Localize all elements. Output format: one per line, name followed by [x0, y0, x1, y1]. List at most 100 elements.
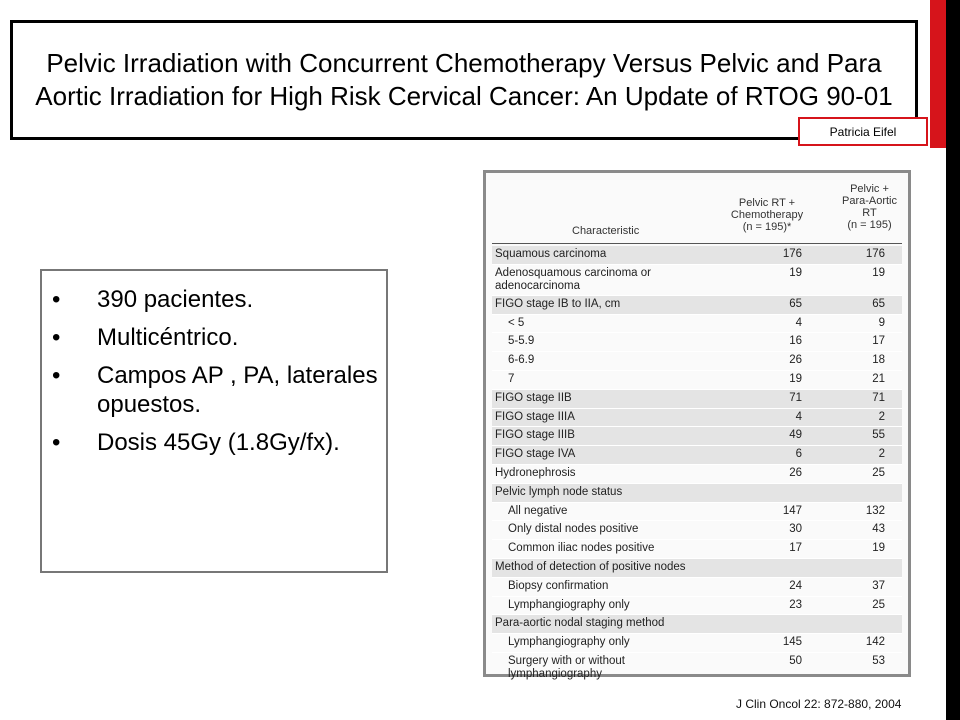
table-body: Squamous carcinoma 176 176 Adenosquamous ca… — [492, 246, 902, 684]
table-row: 6-6.9 26 18 — [492, 352, 902, 371]
row-value-col1: 145 — [782, 636, 802, 649]
row-label: Biopsy confirmation — [508, 579, 609, 592]
row-label: Squamous carcinoma — [495, 248, 607, 260]
table-row: < 5 4 9 — [492, 315, 902, 334]
row-value-col2: 37 — [872, 579, 885, 592]
bullet-item: • 390 pacientes. — [42, 285, 386, 314]
row-value-col2: 9 — [878, 316, 885, 329]
bullet-list: • 390 pacientes. • Multicéntrico. • Campos … — [42, 271, 386, 457]
row-value-col1: 4 — [795, 316, 802, 329]
row-value-col2: 18 — [872, 354, 885, 367]
row-value-col1: 16 — [789, 335, 802, 348]
header-characteristic: Characteristic — [572, 225, 640, 237]
row-label: Para-aortic nodal staging method — [495, 617, 665, 630]
table-row: Hydronephrosis 26 25 — [492, 465, 902, 484]
table-row: All negative 147 132 — [492, 503, 902, 522]
header-column-2-line: (n = 195) — [847, 219, 892, 231]
table-row: FIGO stage IB to IIA, cm 65 65 — [492, 295, 902, 315]
row-label: FIGO stage IVA — [495, 448, 576, 461]
row-label: 6-6.9 — [508, 354, 535, 367]
row-label: FIGO stage IB to IIA, cm — [495, 297, 621, 310]
row-label: 5-5.9 — [508, 335, 535, 348]
bullet-text: Campos AP , PA, laterales opuestos. — [97, 362, 378, 418]
row-value-col2: 43 — [872, 523, 885, 536]
row-label: FIGO stage IIB — [495, 391, 572, 404]
header-column-2-line: RT — [862, 207, 877, 219]
row-value-col2: 25 — [872, 466, 885, 479]
author-name: Patricia Eifel — [829, 124, 897, 139]
row-label: FIGO stage IIIA — [495, 410, 575, 423]
header-column-1-line: Pelvic RT + — [738, 197, 796, 209]
row-label: Surgery with or without lymphangiography — [508, 654, 625, 681]
row-value-col2: 65 — [872, 297, 885, 310]
table-row: Para-aortic nodal staging method — [492, 615, 902, 635]
bullet-item: • Campos AP , PA, laterales opuestos. — [42, 361, 386, 419]
header-column-1-line: (n = 195)* — [742, 221, 792, 233]
bullet-item: • Dosis 45Gy (1.8Gy/fx). — [42, 428, 386, 457]
slide-title-box: Pelvic Irradiation with Concurrent Chemo… — [10, 20, 918, 140]
row-label: All negative — [508, 504, 568, 517]
table-row: Lymphangiography only 145 142 — [492, 634, 902, 653]
table-row: Biopsy confirmation 24 37 — [492, 578, 902, 597]
row-label: Lymphangiography only — [508, 636, 630, 649]
row-value-col1: 71 — [789, 391, 802, 404]
row-value-col1: 65 — [789, 297, 802, 310]
header-column-2-line: Para-Aortic — [841, 195, 898, 207]
table-row: FIGO stage IIB 71 71 — [492, 389, 902, 409]
row-value-col1: 24 — [789, 579, 802, 592]
row-label: Adenosquamous carcinoma or adenocarcinom… — [495, 266, 651, 293]
row-value-col2: 55 — [872, 429, 885, 442]
row-value-col2: 2 — [878, 410, 885, 423]
row-value-col2: 19 — [872, 542, 885, 555]
bullet-dot-icon: • — [52, 429, 61, 456]
row-label: Common iliac nodes positive — [508, 542, 655, 555]
slide-title: Pelvic Irradiation with Concurrent Chemo… — [35, 48, 893, 111]
header-column-1: Pelvic RT + Chemotherapy (n = 195)* — [727, 197, 807, 233]
row-value-col2: 53 — [872, 654, 885, 667]
bullet-text: Multicéntrico. — [97, 324, 239, 351]
row-value-col1: 50 — [789, 654, 802, 667]
bullet-list-box: • 390 pacientes. • Multicéntrico. • Campos … — [40, 269, 388, 573]
row-value-col1: 26 — [789, 354, 802, 367]
table-row: 7 19 21 — [492, 371, 902, 390]
row-value-col1: 19 — [789, 372, 802, 385]
header-divider — [492, 243, 902, 244]
table-row: Common iliac nodes positive 17 19 — [492, 540, 902, 559]
row-label: Only distal nodes positive — [508, 523, 639, 536]
row-label: < 5 — [508, 316, 525, 329]
row-value-col1: 6 — [795, 448, 802, 461]
patient-characteristics-table: Characteristic Pelvic RT + Chemotherapy … — [483, 170, 911, 684]
row-value-col2: 21 — [872, 372, 885, 385]
table-row: Only distal nodes positive 30 43 — [492, 521, 902, 541]
row-value-col1: 4 — [795, 410, 802, 423]
row-value-col2: 19 — [872, 266, 885, 279]
bullet-dot-icon: • — [52, 362, 61, 389]
header-column-2: Pelvic + Para-Aortic RT (n = 195) — [832, 183, 907, 231]
row-label: 7 — [508, 372, 515, 385]
row-value-col1: 26 — [789, 466, 802, 479]
bullet-text: Dosis 45Gy (1.8Gy/fx). — [97, 429, 340, 456]
bullet-item: • Multicéntrico. — [42, 323, 386, 352]
bullet-text: 390 pacientes. — [97, 286, 254, 313]
row-label: Pelvic lymph node status — [495, 485, 623, 498]
row-label: Method of detection of positive nodes — [495, 560, 686, 573]
table-row: Adenosquamous carcinoma or adenocarcinom… — [492, 265, 902, 296]
accent-bar-black — [946, 0, 960, 720]
table-row: Method of detection of positive nodes — [492, 558, 902, 578]
table-row: Squamous carcinoma 176 176 — [492, 246, 902, 265]
table-row: FIGO stage IVA 6 2 — [492, 446, 902, 465]
bullet-dot-icon: • — [52, 324, 61, 351]
table-row: 5-5.9 16 17 — [492, 333, 902, 353]
table-row: Lymphangiography only 23 25 — [492, 597, 902, 616]
table-header: Characteristic Pelvic RT + Chemotherapy … — [492, 175, 902, 243]
row-value-col2: 25 — [872, 598, 885, 611]
row-value-col1: 49 — [789, 429, 802, 442]
table-row: FIGO stage IIIB 49 55 — [492, 427, 902, 447]
bullet-dot-icon: • — [52, 286, 61, 313]
row-value-col2: 132 — [865, 504, 885, 517]
header-column-2-line: Pelvic + — [850, 183, 889, 195]
row-value-col1: 19 — [789, 266, 802, 279]
row-value-col2: 2 — [878, 448, 885, 461]
row-value-col2: 17 — [872, 335, 885, 348]
row-value-col1: 147 — [782, 504, 802, 517]
